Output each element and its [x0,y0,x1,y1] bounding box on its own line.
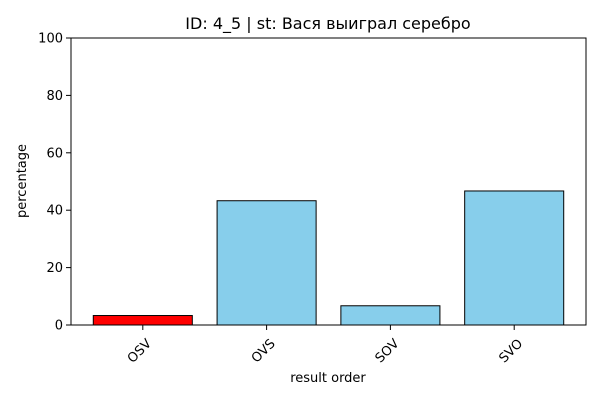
bar-svo [464,190,565,326]
y-tick-label: 80 [46,89,63,104]
y-tick-label: 20 [46,261,63,276]
y-tick-label: 40 [46,204,63,219]
bar-osv [92,315,193,326]
y-tick-label: 60 [46,146,63,161]
y-tick-label: 0 [55,319,63,334]
x-axis-label: result order [290,371,366,386]
bar-ovs [216,200,317,326]
y-tick-label: 100 [38,32,63,47]
bar-sov [340,305,441,326]
chart-title: ID: 4_5 | st: Вася выиграл серебро [185,14,470,34]
plot-frame [70,37,587,326]
y-axis-label: percentage [15,144,30,218]
